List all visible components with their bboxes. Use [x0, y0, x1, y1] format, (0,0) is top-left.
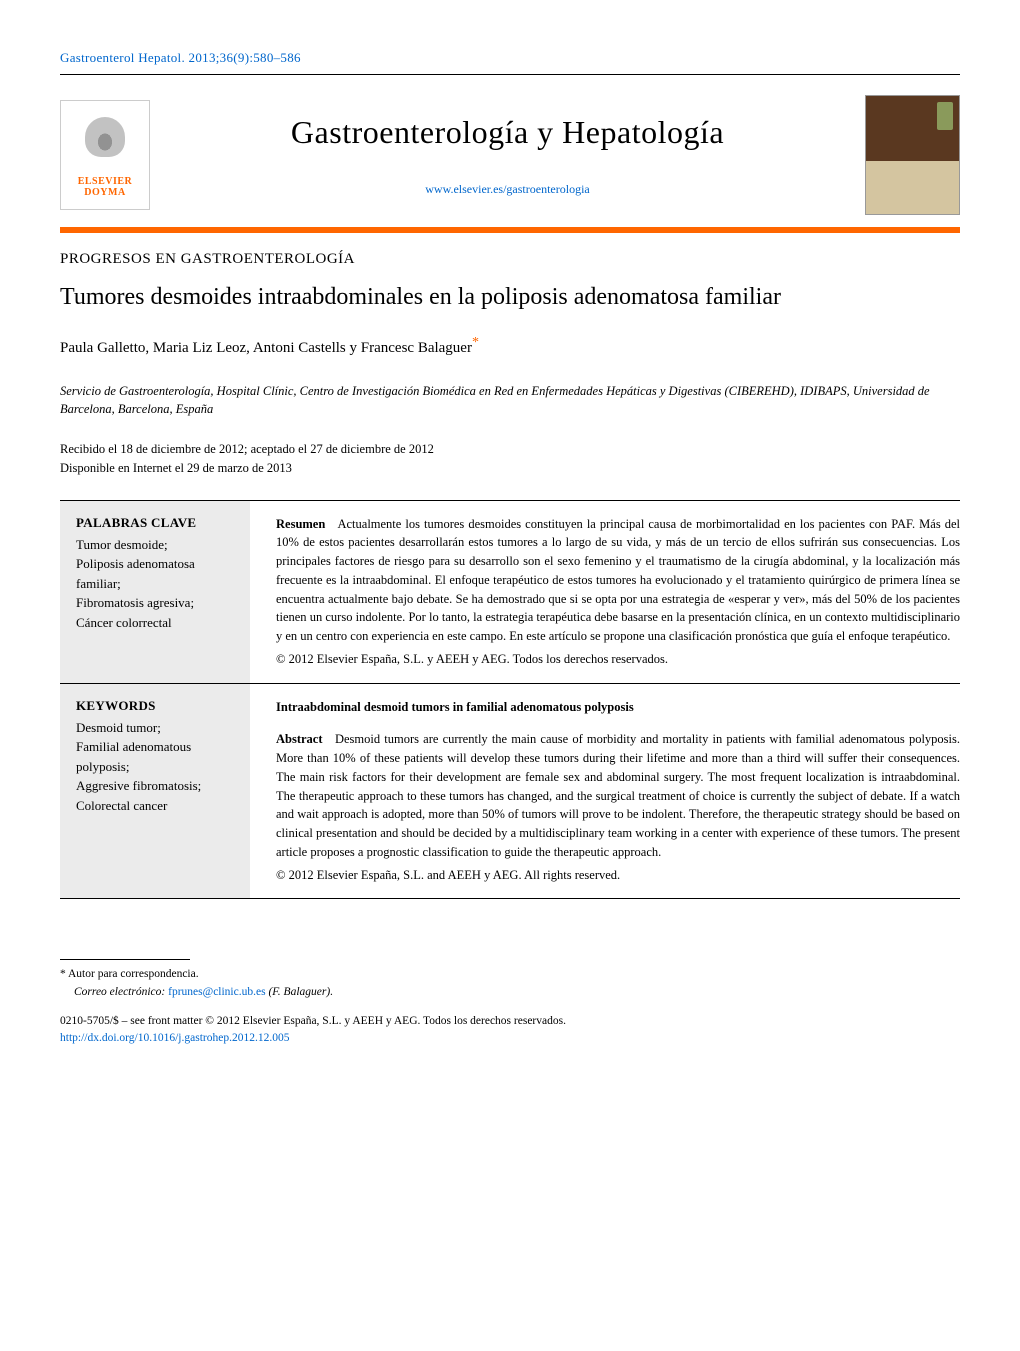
front-matter-text: 0210-5705/$ – see front matter © 2012 El… — [60, 1013, 960, 1030]
abstract-text-es: Resumen Actualmente los tumores desmoide… — [250, 501, 960, 683]
footnote-marker: * — [60, 968, 66, 980]
publisher-name: ELSEVIER DOYMA — [78, 176, 133, 198]
abstract-body-es: Actualmente los tumores desmoides consti… — [276, 517, 960, 644]
journal-cover-thumbnail — [865, 95, 960, 215]
abstract-block-en: KEYWORDS Desmoid tumor; Familial adenoma… — [60, 684, 960, 899]
keywords-list-en: Desmoid tumor; Familial adenomatous poly… — [76, 718, 234, 816]
copyright-en: © 2012 Elsevier España, S.L. and AEEH y … — [276, 866, 960, 885]
abstract-block-es: PALABRAS CLAVE Tumor desmoide; Poliposis… — [60, 501, 960, 683]
keywords-heading-en: KEYWORDS — [76, 698, 234, 714]
header-rule — [60, 74, 960, 75]
abstract-lead-en: Abstract — [276, 732, 323, 746]
journal-title-block: Gastroenterología y Hepatología www.else… — [170, 114, 845, 197]
authors-names: Paula Galletto, Maria Liz Leoz, Antoni C… — [60, 340, 472, 356]
abstract-lead-es: Resumen — [276, 517, 325, 531]
journal-title: Gastroenterología y Hepatología — [170, 114, 845, 151]
abstract-text-en: Intraabdominal desmoid tumors in familia… — [250, 684, 960, 899]
corresponding-marker: * — [472, 335, 479, 350]
corr-label: Autor para correspondencia. — [68, 968, 199, 980]
doi-link[interactable]: http://dx.doi.org/10.1016/j.gastrohep.20… — [60, 1032, 289, 1044]
corresponding-author-note: * Autor para correspondencia. — [60, 966, 960, 983]
keywords-box-en: KEYWORDS Desmoid tumor; Familial adenoma… — [60, 684, 250, 899]
correspondence-email-line: Correo electrónico: fprunes@clinic.ub.es… — [60, 984, 960, 1001]
abstract-title-en: Intraabdominal desmoid tumors in familia… — [276, 698, 960, 717]
front-matter: 0210-5705/$ – see front matter © 2012 El… — [60, 1013, 960, 1048]
article-dates: Recibido el 18 de diciembre de 2012; ace… — [60, 440, 960, 478]
journal-url-link[interactable]: www.elsevier.es/gastroenterologia — [425, 182, 590, 196]
online-date: Disponible en Internet el 29 de marzo de… — [60, 459, 960, 478]
footer-rule — [60, 959, 190, 960]
copyright-es: © 2012 Elsevier España, S.L. y AEEH y AE… — [276, 650, 960, 669]
accent-bar — [60, 227, 960, 233]
email-label: Correo electrónico: — [74, 986, 165, 998]
abstract-zone: PALABRAS CLAVE Tumor desmoide; Poliposis… — [60, 500, 960, 900]
article-title: Tumores desmoides intraabdominales en la… — [60, 282, 960, 313]
authors-line: Paula Galletto, Maria Liz Leoz, Antoni C… — [60, 335, 960, 357]
citation-header: Gastroenterol Hepatol. 2013;36(9):580–58… — [60, 50, 960, 66]
section-label: PROGRESOS EN GASTROENTEROLOGÍA — [60, 251, 960, 268]
elsevier-tree-icon — [80, 112, 130, 172]
correspondence-email-link[interactable]: fprunes@clinic.ub.es — [168, 986, 265, 998]
affiliation: Servicio de Gastroenterología, Hospital … — [60, 383, 960, 418]
keywords-list-es: Tumor desmoide; Poliposis adenomatosa fa… — [76, 535, 234, 633]
email-author-name: (F. Balaguer). — [268, 986, 333, 998]
masthead: ELSEVIER DOYMA Gastroenterología y Hepat… — [60, 95, 960, 215]
publisher-logo: ELSEVIER DOYMA — [60, 100, 150, 210]
footer-zone: * Autor para correspondencia. Correo ele… — [60, 959, 960, 1047]
keywords-box-es: PALABRAS CLAVE Tumor desmoide; Poliposis… — [60, 501, 250, 683]
keywords-heading-es: PALABRAS CLAVE — [76, 515, 234, 531]
received-accepted-date: Recibido el 18 de diciembre de 2012; ace… — [60, 440, 960, 459]
abstract-body-en: Desmoid tumors are currently the main ca… — [276, 732, 960, 859]
